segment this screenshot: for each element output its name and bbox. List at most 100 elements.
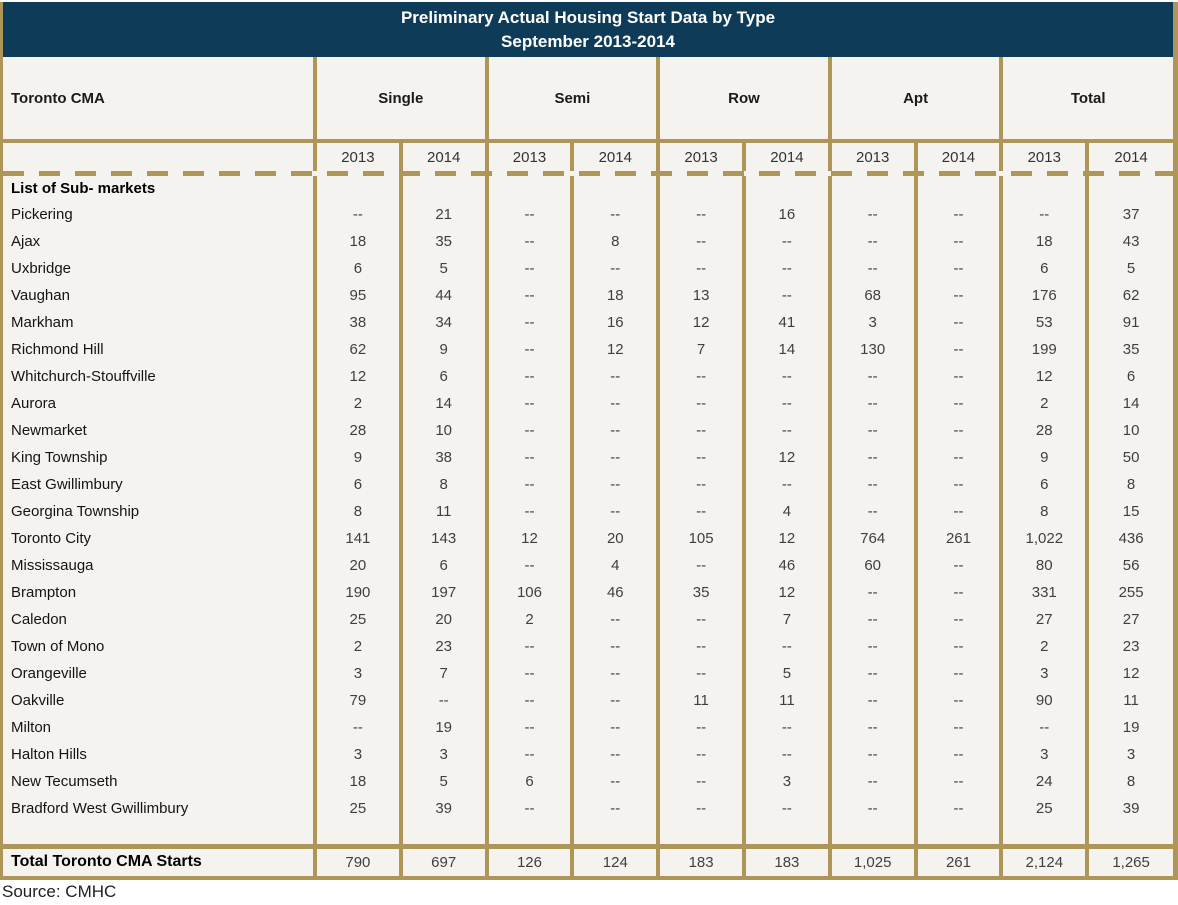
table-cell: -- [827, 444, 916, 471]
row-label: Ajax [11, 233, 41, 250]
table-cell: 11 [1085, 687, 1173, 714]
table-row: Toronto City 141 143 12 20 105 12 764 261 1,022 43… [3, 525, 1173, 552]
table-cell: 56 [1085, 552, 1173, 579]
table-cell: -- [484, 309, 573, 336]
row-label: Brampton [11, 584, 77, 601]
table-cell: 2 [484, 606, 573, 633]
table-cell: 12 [999, 363, 1088, 390]
table-cell: 11 [398, 498, 487, 525]
row-label: King Township [11, 449, 108, 466]
table-cell: 11 [656, 687, 744, 714]
row-label: Orangeville [11, 665, 87, 682]
table-cell: 9 [999, 444, 1088, 471]
table-cell: -- [570, 741, 659, 768]
table-cell: 18 [313, 228, 401, 255]
table-cell: 12 [1085, 660, 1173, 687]
table-cell: 20 [570, 525, 659, 552]
table-cell: 5 [398, 768, 487, 795]
table-cell: -- [913, 309, 1002, 336]
year-header-row: 2013 2014 2013 2014 2013 2014 2013 2014 … [3, 139, 1173, 171]
table-row: Brampton 190 197 106 46 35 12 -- -- 331 255 [3, 579, 1173, 606]
table-cell: 6 [398, 552, 487, 579]
table-cell: -- [484, 201, 573, 228]
table-cell: 60 [827, 552, 916, 579]
table-row: New Tecumseth 18 5 6 -- -- 3 -- -- 24 8 [3, 768, 1173, 795]
table-cell: 436 [1085, 525, 1173, 552]
table-row: Whitchurch-Stouffville 12 6 -- -- -- -- -- -- 12 6 [3, 363, 1173, 390]
table-cell: 6 [313, 471, 401, 498]
row-label: Milton [11, 719, 52, 736]
table-cell: 12 [313, 363, 401, 390]
table-cell: -- [570, 795, 659, 822]
table-cell: -- [913, 471, 1002, 498]
table-cell: -- [913, 444, 1002, 471]
table-cell: -- [827, 228, 916, 255]
total-cell: 261 [913, 843, 1002, 876]
submarkets-label-row: List of Sub- markets [3, 176, 1173, 201]
table-cell: 106 [484, 579, 573, 606]
table-cell: 38 [398, 444, 487, 471]
table-cell: 12 [741, 525, 830, 552]
dashed-divider [3, 171, 1173, 176]
column-group-semi: Semi [484, 57, 659, 141]
table-cell: -- [656, 741, 744, 768]
row-label: Bradford West Gwillimbury [11, 800, 189, 817]
table-cell: 16 [741, 201, 830, 228]
table-cell: 6 [398, 363, 487, 390]
table-cell: -- [570, 201, 659, 228]
table-cell: -- [484, 633, 573, 660]
table-row: Pickering -- 21 -- -- -- 16 -- -- -- 37 [3, 201, 1173, 228]
table-row: Uxbridge 6 5 -- -- -- -- -- -- 6 5 [3, 255, 1173, 282]
table-cell: -- [913, 201, 1002, 228]
row-label: East Gwillimbury [11, 476, 123, 493]
table-cell: -- [913, 741, 1002, 768]
table-cell: -- [656, 795, 744, 822]
table-row: Milton -- 19 -- -- -- -- -- -- -- 19 [3, 714, 1173, 741]
table-cell: -- [484, 282, 573, 309]
row-label: Caledon [11, 611, 67, 628]
table-cell: 8 [313, 498, 401, 525]
table-cell: 24 [999, 768, 1088, 795]
table-cell: 197 [398, 579, 487, 606]
table-cell: -- [570, 606, 659, 633]
table-cell: 43 [1085, 228, 1173, 255]
table-cell: -- [741, 471, 830, 498]
table-row: Bradford West Gwillimbury 25 39 -- -- -- -- -- -… [3, 795, 1173, 822]
table-cell: -- [656, 444, 744, 471]
table-cell: 44 [398, 282, 487, 309]
table-cell: -- [484, 795, 573, 822]
table-cell: -- [913, 660, 1002, 687]
table-cell: 3 [741, 768, 830, 795]
table-cell: -- [913, 714, 1002, 741]
table-cell: -- [570, 363, 659, 390]
column-group-apt: Apt [827, 57, 1002, 141]
table-cell: 4 [570, 552, 659, 579]
table-cell: -- [484, 363, 573, 390]
table-cell: 8 [1085, 768, 1173, 795]
table-cell: -- [913, 255, 1002, 282]
table-cell: -- [656, 552, 744, 579]
row-label: Oakville [11, 692, 65, 709]
table-cell: -- [570, 687, 659, 714]
table-row: Mississauga 20 6 -- 4 -- 46 60 -- 80 56 [3, 552, 1173, 579]
title-line-1: Preliminary Actual Housing Start Data by… [400, 8, 776, 27]
table-cell: 3 [999, 660, 1088, 687]
table-cell: 39 [1085, 795, 1173, 822]
table-cell: 5 [741, 660, 830, 687]
table-cell: -- [827, 255, 916, 282]
table-cell: 62 [1085, 282, 1173, 309]
table-cell: 764 [827, 525, 916, 552]
table-cell: -- [656, 471, 744, 498]
table-cell: -- [913, 606, 1002, 633]
table-cell: 23 [398, 633, 487, 660]
table-cell: 18 [999, 228, 1088, 255]
table-row: Oakville 79 -- -- -- 11 11 -- -- 90 11 [3, 687, 1173, 714]
row-label: Toronto City [11, 530, 92, 547]
table-cell: -- [741, 795, 830, 822]
table-cell: 37 [1085, 201, 1173, 228]
table-cell: 3 [1085, 741, 1173, 768]
table-row: Ajax 18 35 -- 8 -- -- -- -- 18 43 [3, 228, 1173, 255]
title-bar: Preliminary Actual Housing Start Data by… [3, 2, 1173, 57]
table-cell: 18 [570, 282, 659, 309]
table-cell: -- [827, 417, 916, 444]
